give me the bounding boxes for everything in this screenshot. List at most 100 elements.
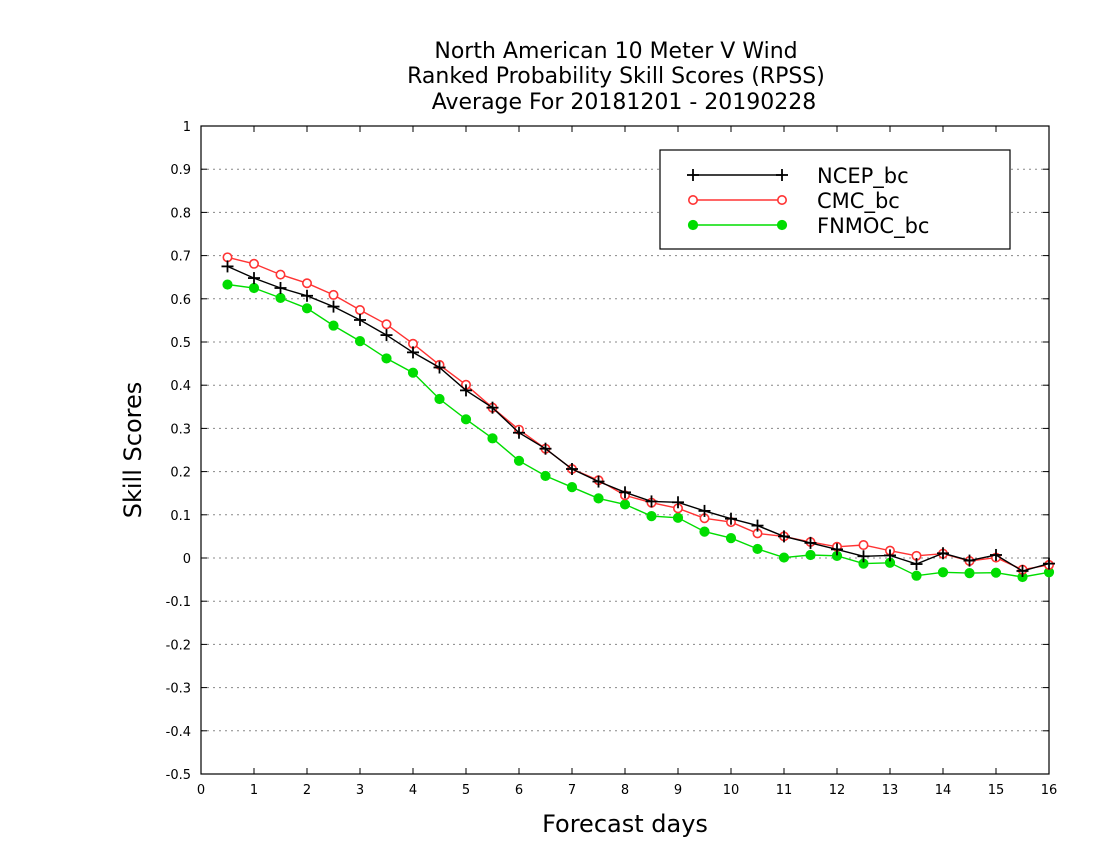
data-point-fnmoc-bc	[487, 433, 498, 444]
data-point-ncep-bc	[857, 550, 870, 563]
x-tick-label: 5	[462, 783, 470, 798]
y-tick-label: 0.4	[170, 379, 191, 394]
data-point-ncep-bc	[513, 426, 525, 439]
data-point-fnmoc-bc	[752, 543, 763, 555]
series-layer	[221, 252, 1055, 583]
legend-marker-left	[687, 219, 699, 231]
data-point-fnmoc-bc	[619, 499, 631, 510]
data-point-ncep-bc	[486, 401, 499, 414]
y-tick-label: 1	[183, 120, 191, 135]
data-point-ncep-bc	[354, 313, 366, 326]
y-tick-label: -0.4	[166, 725, 191, 740]
data-point-fnmoc-bc	[354, 336, 366, 347]
data-point-ncep-bc	[248, 272, 260, 285]
x-tick-label: 8	[621, 783, 629, 798]
data-point-fnmoc-bc	[540, 470, 551, 482]
x-tick-label: 1	[250, 783, 258, 798]
y-tick-label: -0.5	[166, 768, 191, 783]
data-point-ncep-bc	[460, 384, 472, 397]
series-ncep-bc	[221, 260, 1055, 577]
data-point-cmc-bc	[328, 289, 339, 300]
data-point-fnmoc-bc	[937, 567, 949, 578]
series-fnmoc-bc	[222, 279, 1055, 583]
data-point-fnmoc-bc	[407, 367, 419, 378]
y-tick-label: 0.8	[170, 206, 191, 221]
y-tick-label: -0.3	[166, 682, 191, 697]
x-tick-label: 11	[776, 783, 793, 798]
legend-marker-right	[776, 169, 788, 181]
data-point-fnmoc-bc	[434, 393, 445, 405]
legend-marker-right	[776, 219, 788, 231]
legend-marker-right	[776, 195, 787, 206]
data-point-ncep-bc	[619, 486, 631, 499]
legend-label-fnmoc-bc: FNMOC_bc	[817, 214, 929, 239]
data-point-fnmoc-bc	[964, 568, 975, 579]
x-tick-label: 3	[356, 783, 364, 798]
data-point-ncep-bc	[327, 300, 340, 313]
data-point-ncep-bc	[1043, 557, 1055, 570]
data-point-ncep-bc	[937, 547, 949, 560]
data-point-ncep-bc	[1016, 564, 1029, 577]
data-point-ncep-bc	[698, 504, 711, 517]
data-point-fnmoc-bc	[381, 353, 392, 364]
data-point-ncep-bc	[725, 512, 737, 525]
data-point-fnmoc-bc	[699, 526, 710, 537]
data-point-ncep-bc	[539, 442, 552, 455]
chart-title: North American 10 Meter V Wind Ranked Pr…	[407, 39, 825, 115]
data-point-ncep-bc	[433, 361, 446, 374]
legend-marker-left	[687, 169, 699, 181]
series-line-cmc-bc	[227, 256, 1050, 571]
data-point-ncep-bc	[831, 543, 843, 556]
x-tick-label: 2	[303, 783, 311, 798]
legend-entry-cmc-bc: CMC_bc	[687, 189, 900, 214]
x-tick-label: 7	[568, 783, 576, 798]
y-tick-label: -0.1	[166, 595, 191, 610]
legend-label-cmc-bc: CMC_bc	[817, 189, 900, 214]
data-point-fnmoc-bc	[248, 282, 260, 294]
data-point-ncep-bc	[380, 329, 393, 342]
data-point-ncep-bc	[990, 548, 1002, 561]
y-tick-label: 0	[183, 552, 191, 567]
data-point-ncep-bc	[751, 519, 764, 532]
data-point-fnmoc-bc	[593, 493, 604, 504]
series-cmc-bc	[222, 252, 1055, 575]
legend-entry-ncep-bc: NCEP_bc	[687, 164, 909, 189]
legend-label-ncep-bc: NCEP_bc	[817, 164, 909, 189]
series-line-ncep-bc	[227, 265, 1050, 572]
data-point-ncep-bc	[910, 558, 923, 571]
data-point-fnmoc-bc	[222, 279, 233, 290]
y-tick-label: 0.2	[170, 466, 191, 481]
y-tick-label: 0.7	[170, 250, 191, 265]
data-point-fnmoc-bc	[672, 512, 684, 523]
x-tick-label: 0	[197, 783, 205, 798]
legend-entry-fnmoc-bc: FNMOC_bc	[687, 214, 929, 239]
chart-title-line-1: North American 10 Meter V Wind	[434, 39, 797, 64]
data-point-fnmoc-bc	[275, 292, 286, 304]
data-point-cmc-bc	[858, 540, 869, 551]
data-point-cmc-bc	[301, 278, 312, 289]
data-point-ncep-bc	[645, 495, 658, 508]
data-point-fnmoc-bc	[990, 567, 1002, 578]
data-point-fnmoc-bc	[805, 549, 816, 561]
x-tick-label: 16	[1041, 783, 1058, 798]
legend-marker-left	[687, 195, 698, 206]
data-point-ncep-bc	[566, 463, 578, 476]
x-tick-label: 12	[829, 783, 846, 798]
y-tick-label: 0.5	[170, 336, 191, 351]
data-point-fnmoc-bc	[513, 455, 525, 466]
y-tick-label: 0.1	[170, 509, 191, 524]
data-point-ncep-bc	[884, 549, 896, 562]
y-tick-label: 0.6	[170, 293, 191, 308]
data-point-fnmoc-bc	[328, 320, 339, 331]
x-tick-label: 15	[988, 783, 1005, 798]
data-point-fnmoc-bc	[778, 552, 790, 563]
data-point-cmc-bc	[275, 269, 286, 280]
x-tick-label: 14	[935, 783, 952, 798]
x-tick-label: 10	[723, 783, 740, 798]
x-axis-label: Forecast days	[542, 810, 708, 838]
y-axis-label: Skill Scores	[119, 382, 147, 519]
y-tick-label: 0.3	[170, 422, 191, 437]
chart-title-line-3: Average For 20181201 - 20190228	[432, 90, 817, 115]
